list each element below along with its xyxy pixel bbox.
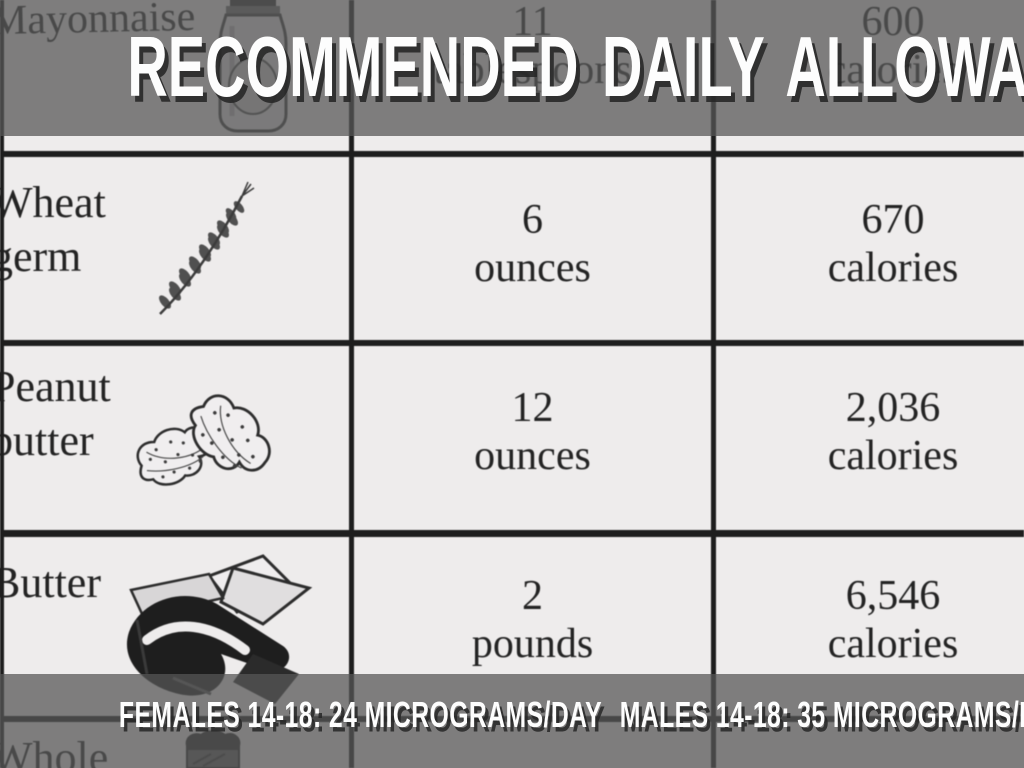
food-label-butter: Butter (0, 558, 101, 607)
calories-value: 670 (861, 197, 925, 243)
calories-value: 6,546 (845, 573, 941, 619)
top-overlay-band (0, 0, 1024, 136)
table-divider-row1 (0, 151, 1024, 157)
table-border-left (0, 0, 4, 768)
calories-unit: calories (827, 621, 959, 667)
calories-cell-wheat-germ: 670 calories (716, 196, 1024, 292)
calories-unit: calories (827, 433, 959, 479)
calories-unit: calories (827, 245, 959, 291)
calories-cell-peanut-butter: 2,036 calories (716, 384, 1024, 480)
table-divider-row2 (0, 340, 1024, 346)
peanuts-icon (136, 394, 271, 486)
amount-cell-peanut-butter: 12 ounces (354, 384, 711, 480)
amount-value: 12 (511, 385, 554, 431)
food-label-wheat-germ: Wheat germ (0, 176, 106, 284)
table-divider-row3 (0, 530, 1024, 537)
food-label-peanut-butter: Peanut butter (0, 360, 111, 468)
amount-value: 2 (522, 573, 543, 619)
table-divider-col1 (349, 0, 354, 768)
footer-males-stat: MALES 14-18: 35 MICROGRAMS/DAY (619, 693, 1024, 736)
butter-stick-icon (126, 554, 313, 704)
food-label-line1: Peanut (0, 362, 111, 411)
table-divider-col2 (711, 0, 716, 768)
footer-stats: FEMALES 14-18: 24 MICROGRAMS/DAY MALES 14… (118, 693, 1024, 736)
food-label-line1: Wheat (0, 178, 106, 227)
amount-cell-butter: 2 pounds (354, 572, 711, 668)
amount-cell-wheat-germ: 6 ounces (354, 196, 711, 292)
food-label-line2: butter (0, 416, 94, 465)
amount-value: 6 (522, 197, 543, 243)
footer-container: FEMALES 14-18: 24 MICROGRAMS/DAY MALES 14… (0, 694, 1024, 734)
amount-unit: ounces (474, 433, 591, 479)
calories-cell-butter: 6,546 calories (716, 572, 1024, 668)
wheat-stalk-icon (159, 181, 255, 315)
bottom-overlay-band (0, 674, 1024, 768)
title-container: RECOMMENDED DAILY ALLOWANCE (0, 24, 1024, 109)
calories-value: 2,036 (845, 385, 941, 431)
amount-unit: pounds (471, 621, 594, 667)
footer-females-stat: FEMALES 14-18: 24 MICROGRAMS/DAY (118, 693, 603, 736)
amount-unit: ounces (474, 245, 591, 291)
food-label-line2: germ (0, 232, 82, 281)
slide-title: RECOMMENDED DAILY ALLOWANCE (127, 19, 1024, 115)
